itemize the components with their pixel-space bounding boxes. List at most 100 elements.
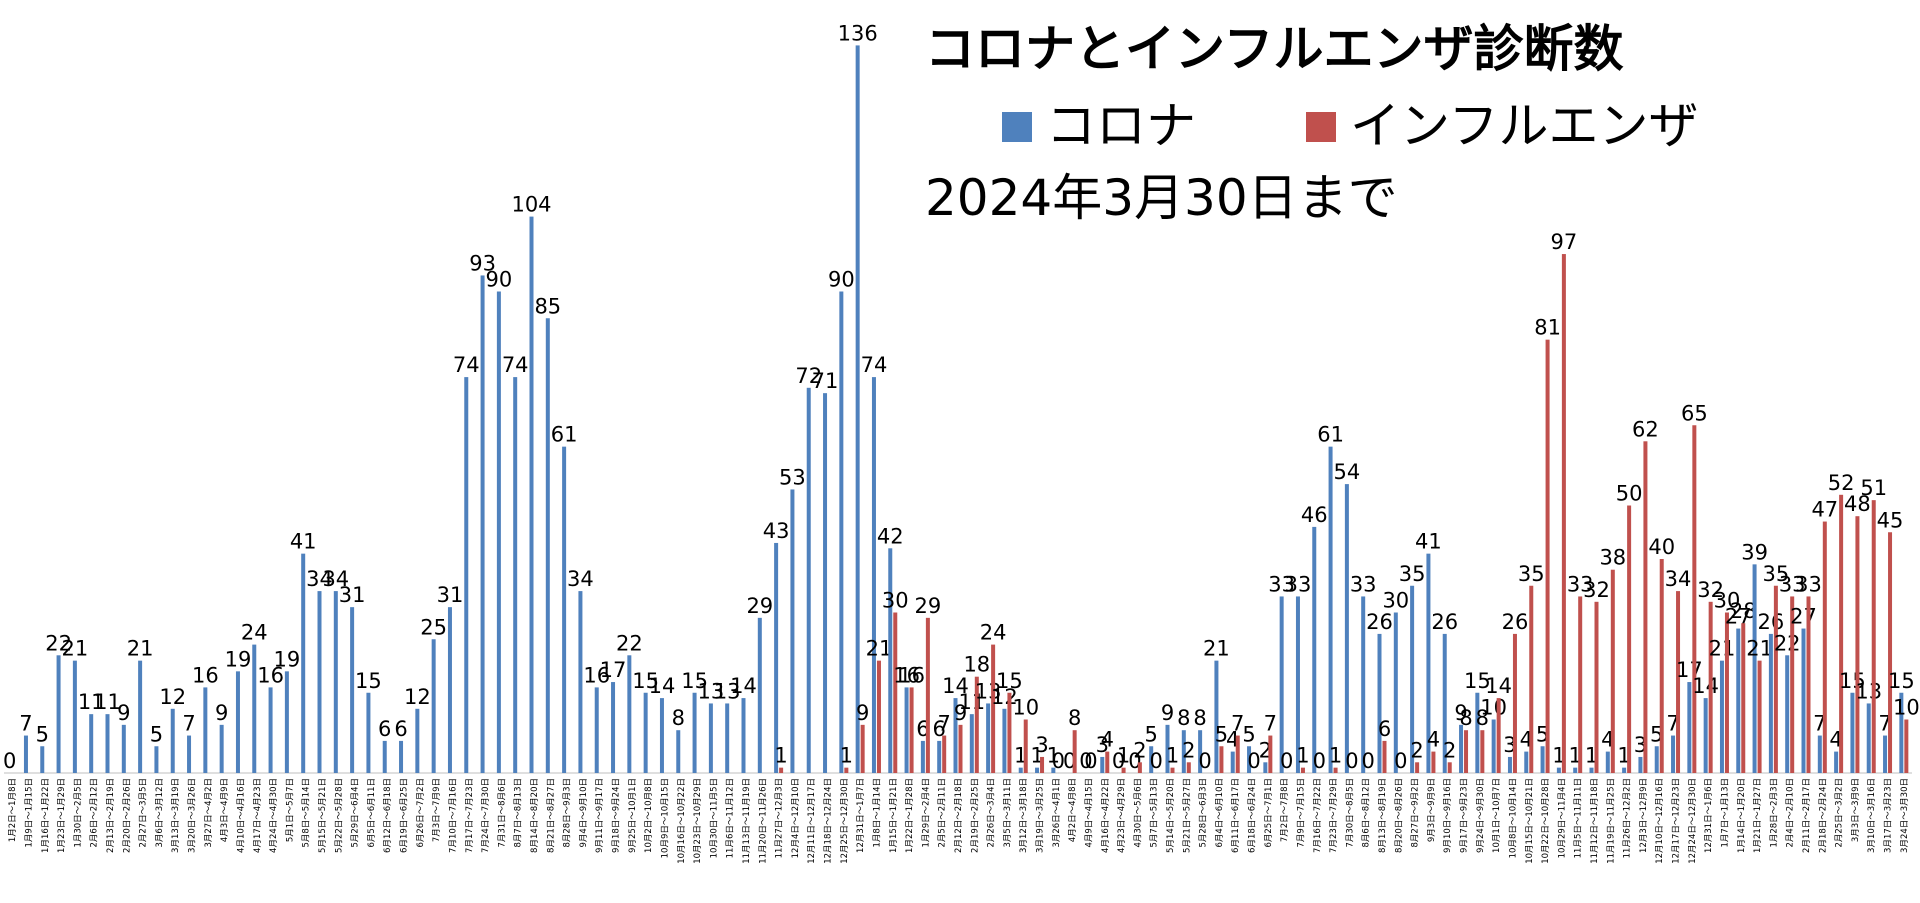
data-label: 43 [763, 519, 790, 543]
x-tick-label: 6月5日～6月11日 [367, 778, 377, 848]
x-tick-label: 1月23日～1月29日 [57, 778, 67, 853]
bar [871, 377, 876, 773]
data-label: 25 [420, 615, 447, 639]
data-label: 46 [1301, 503, 1328, 527]
x-tick-label: 12月11日～12月17日 [807, 778, 817, 864]
x-tick-label: 10月15日～10月21日 [1525, 778, 1535, 864]
bar [1263, 762, 1268, 773]
data-label: 13 [975, 679, 1002, 703]
data-label: 26 [1502, 610, 1529, 634]
bar [991, 644, 996, 773]
bar [893, 612, 898, 773]
x-tick-label: 11月20日～11月26日 [758, 778, 768, 864]
data-label: 16 [898, 663, 925, 687]
data-label: 38 [1599, 546, 1626, 570]
x-tick-label: 7月30日～8月5日 [1345, 778, 1355, 848]
x-tick-label: 1月29日～2月4日 [921, 778, 931, 848]
bar [925, 617, 930, 773]
x-tick-label: 5月1日～5月7日 [285, 778, 295, 842]
x-tick-label: 3月10日～3月16日 [1867, 778, 1877, 853]
x-tick-label: 12月25日～12月30日 [840, 778, 850, 864]
bar [1442, 633, 1447, 773]
data-label: 85 [534, 294, 561, 318]
x-tick-label: 4月2日～4月8日 [1068, 778, 1078, 842]
x-tick-label: 10月16日～10月22日 [677, 778, 687, 864]
chart-title: コロナとインフルエンザ診断数 [925, 20, 1624, 78]
bar [953, 698, 958, 773]
data-label: 34 [322, 567, 349, 591]
data-label: 19 [225, 647, 252, 671]
data-label: 0 [1084, 749, 1097, 773]
bar [986, 703, 991, 773]
x-tick-label: 1月21日～1月27日 [1753, 778, 1763, 853]
data-label: 9 [215, 701, 228, 725]
data-label: 4 [1427, 728, 1440, 752]
data-label: 17 [600, 658, 627, 682]
x-tick-label: 5月21日～5月27日 [1182, 778, 1192, 853]
data-label: 13 [698, 679, 725, 703]
bar [154, 746, 159, 773]
data-label: 3 [1096, 733, 1109, 757]
x-tick-label: 9月3日～9月9日 [1427, 778, 1437, 842]
bar [268, 687, 273, 773]
x-tick-label: 7月3日～7月9日 [432, 778, 442, 842]
bar [89, 714, 94, 773]
bar [1801, 628, 1806, 773]
x-tick-label: 11月26日～12月2日 [1623, 778, 1633, 858]
data-label: 13 [1855, 679, 1882, 703]
bar [1556, 767, 1561, 773]
bar [382, 740, 387, 773]
data-label: 32 [1583, 578, 1610, 602]
bar [1888, 532, 1893, 773]
bar [1654, 746, 1659, 773]
x-tick-label: 2月5日～2月11日 [938, 778, 948, 848]
x-tick-label: 2月27日～3月5日 [139, 778, 149, 848]
x-tick-label: 4月24日～4月30日 [269, 778, 279, 853]
data-label: 0 [1247, 749, 1260, 773]
x-tick-label: 11月27日～12月3日 [775, 778, 785, 858]
bar [1855, 516, 1860, 773]
x-tick-label: 2月18日～2月24日 [1818, 778, 1828, 853]
x-tick-label: 1月15日～1月21日 [889, 778, 899, 853]
bar [1149, 746, 1154, 773]
x-tick-label: 12月10日～12月16日 [1655, 778, 1665, 864]
bar [1170, 767, 1175, 773]
bar [1790, 596, 1795, 773]
x-tick-label: 11月19日～11月25日 [1606, 778, 1616, 864]
x-tick-label: 1月16日～1月22日 [41, 778, 51, 853]
data-label: 0 [1079, 749, 1092, 773]
bar [1904, 719, 1909, 773]
data-label: 93 [469, 251, 496, 275]
data-label: 7 [938, 712, 951, 736]
bar [1426, 553, 1431, 773]
data-label: 8 [1459, 706, 1472, 730]
bar [1464, 730, 1469, 773]
bar [741, 698, 746, 773]
legend-label: コロナ [1046, 97, 1196, 155]
x-tick-label: 5月22日～5月28日 [334, 778, 344, 853]
bar [1757, 660, 1762, 773]
x-tick-label: 6月11日～6月17日 [1231, 778, 1241, 853]
bar [1529, 585, 1534, 773]
bar [1610, 569, 1615, 773]
data-label: 5 [1215, 722, 1228, 746]
x-tick-label: 8月27日～9月2日 [1411, 778, 1421, 848]
bar [1393, 612, 1398, 773]
bar [1643, 441, 1648, 773]
bar [1214, 660, 1219, 773]
bar [1627, 505, 1632, 773]
data-label: 28 [1730, 599, 1757, 623]
bar [1692, 425, 1697, 773]
bar [1512, 633, 1517, 773]
data-label: 2 [1410, 738, 1423, 762]
data-label: 48 [1844, 492, 1871, 516]
x-tick-label: 2月19日～2月25日 [970, 778, 980, 853]
data-label: 33 [1350, 572, 1377, 596]
data-label: 0 [1394, 749, 1407, 773]
bar [1605, 751, 1610, 773]
data-label: 0 [1362, 749, 1375, 773]
x-tick-label: 2月13日～2月19日 [106, 778, 116, 853]
data-label: 5 [36, 722, 49, 746]
legend-label: インフルエンザ [1350, 97, 1699, 155]
